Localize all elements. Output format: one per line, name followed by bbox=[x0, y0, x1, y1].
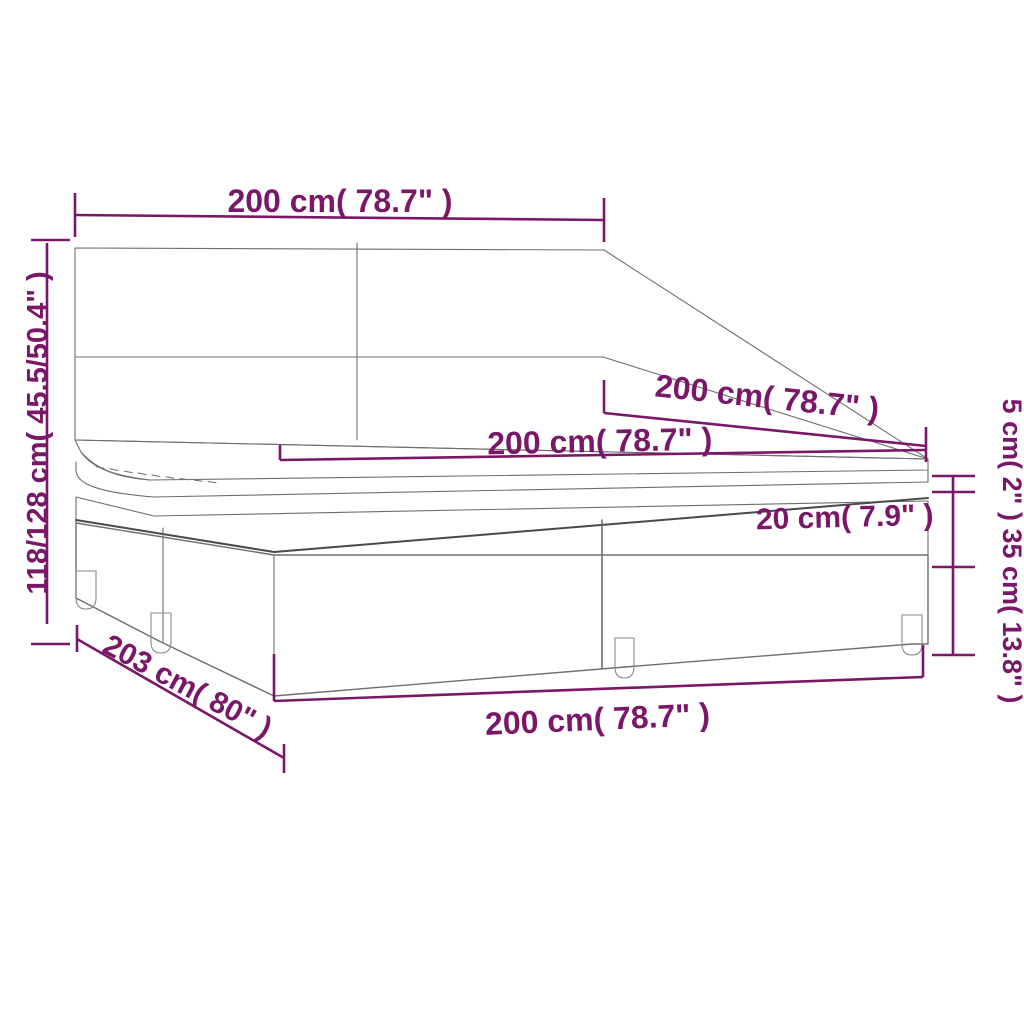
svg-text:200 cm( 78.7" ): 200 cm( 78.7" ) bbox=[227, 183, 452, 219]
svg-text:200 cm( 78.7" ): 200 cm( 78.7" ) bbox=[487, 421, 713, 462]
svg-text:5 cm( 2" ) 35 cm( 13.8" ): 5 cm( 2" ) 35 cm( 13.8" ) bbox=[997, 399, 1024, 704]
svg-text:20 cm( 7.9" ): 20 cm( 7.9" ) bbox=[756, 499, 934, 537]
svg-text:118/128 cm( 45.5/50.4" ): 118/128 cm( 45.5/50.4" ) bbox=[22, 271, 54, 594]
